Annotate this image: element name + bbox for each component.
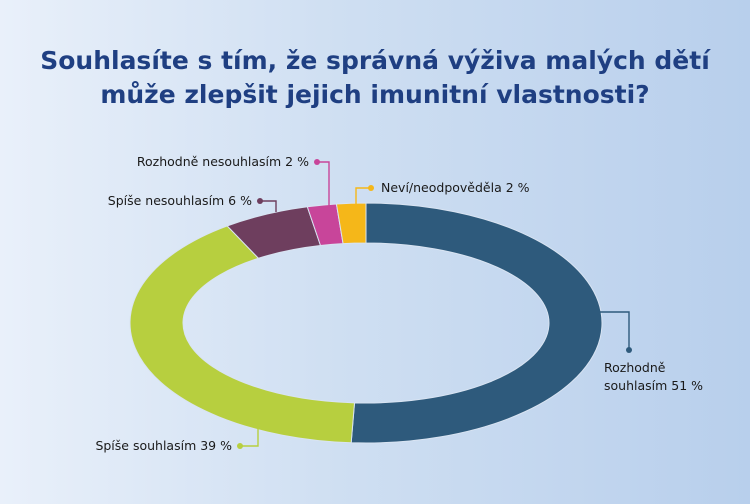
- leader-line-spise-nesouhlasim: [260, 200, 277, 212]
- data-label-spise-souhlasim: Spíše souhlasím 39 %: [95, 438, 232, 453]
- chart-title-line-1: Souhlasíte s tím, že správná výživa malý…: [40, 46, 710, 75]
- data-label-line: Neví/neodpověděla 2 %: [381, 180, 530, 195]
- leader-dot-rozhodne-nesouhlasim: [314, 159, 320, 165]
- leader-line-nevi-neodpovedela: [355, 187, 371, 204]
- data-label-line: souhlasím 51 %: [604, 378, 703, 393]
- chart-title-line-2: může zlepšit jejich imunitní vlastnosti?: [100, 80, 650, 109]
- donut-slice-spise-souhlasim: [129, 225, 356, 444]
- donut-slice-rozhodne-souhlasim: [350, 202, 603, 444]
- data-label-line: Rozhodně: [604, 360, 666, 375]
- data-label-rozhodne-nesouhlasim: Rozhodně nesouhlasím 2 %: [137, 154, 309, 169]
- chart-title: Souhlasíte s tím, že správná výživa malý…: [0, 44, 750, 112]
- data-label-nevi-neodpovedela: Neví/neodpověděla 2 %: [381, 180, 530, 195]
- leader-dot-rozhodne-souhlasim: [626, 347, 632, 353]
- leader-line-rozhodne-souhlasim: [600, 311, 630, 350]
- data-label-spise-nesouhlasim: Spíše nesouhlasím 6 %: [108, 193, 252, 208]
- data-label-line: Spíše souhlasím 39 %: [95, 438, 232, 453]
- leader-line-spise-souhlasim: [240, 428, 259, 447]
- leader-dot-spise-souhlasim: [237, 443, 243, 449]
- donut-segments: [129, 202, 603, 444]
- leader-dot-spise-nesouhlasim: [257, 198, 263, 204]
- leader-line-rozhodne-nesouhlasim: [317, 161, 330, 206]
- data-label-line: Spíše nesouhlasím 6 %: [108, 193, 252, 208]
- data-label-rozhodne-souhlasim: Rozhodně souhlasím 51 %: [604, 360, 703, 393]
- donut-labels: Rozhodně souhlasím 51 % Spíše souhlasím 39…: [95, 154, 703, 453]
- donut-slice-nevi-neodpovedela: [335, 202, 367, 245]
- leader-dot-nevi-neodpovedela: [368, 185, 374, 191]
- data-label-line: Rozhodně nesouhlasím 2 %: [137, 154, 309, 169]
